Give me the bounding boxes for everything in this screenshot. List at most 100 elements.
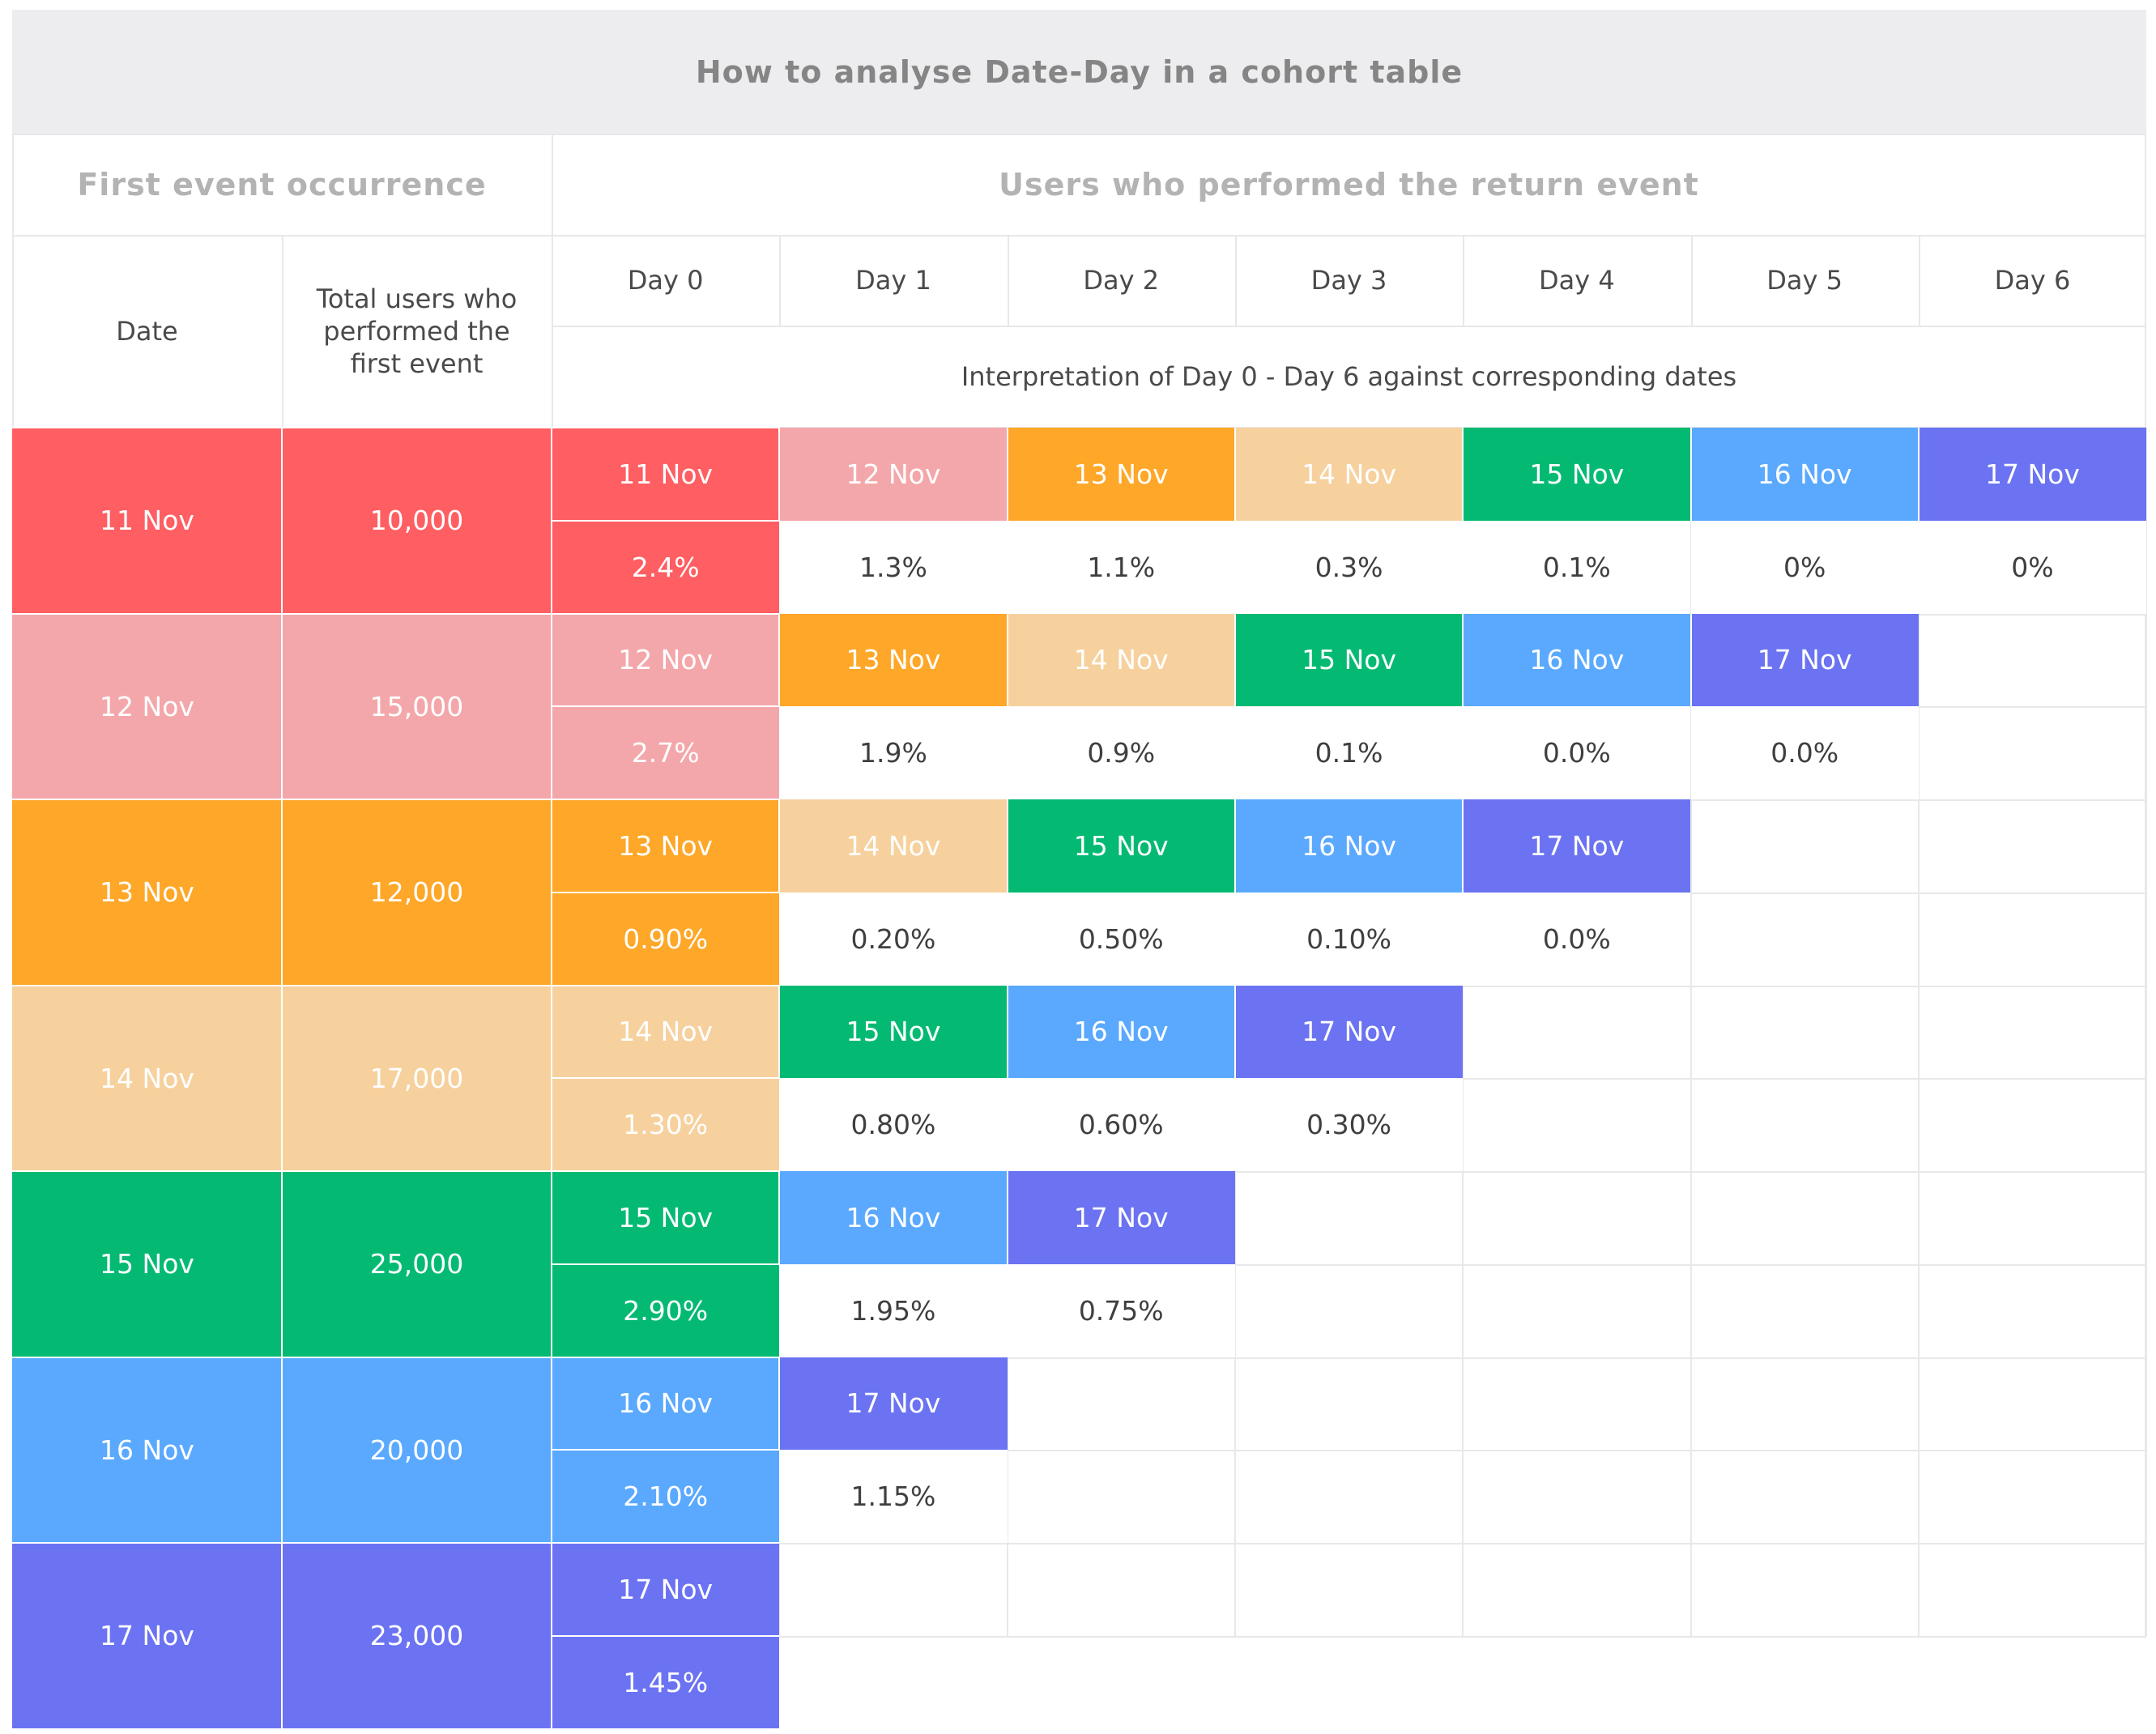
cohort-total-users-cell: 12,000 (282, 799, 552, 986)
grid-line (12, 612, 780, 615)
retention-percentage-cell: 0% (1918, 520, 2147, 614)
grid-line (12, 799, 780, 800)
grid-line (1918, 235, 1920, 326)
day-date-cell: 17 Nov (779, 1357, 1008, 1451)
cohort-date-cell: 12 Nov (12, 613, 282, 799)
day-date-cell: 16 Nov (1463, 613, 1691, 707)
retention-percentage-cell: 1.1% (1007, 520, 1235, 614)
day-date-cell: 13 Nov (779, 613, 1008, 707)
grid-line (1234, 799, 1236, 893)
grid-line (12, 1728, 780, 1730)
grid-line (1690, 235, 1693, 326)
retention-percentage-cell: 0.1% (1463, 520, 1691, 614)
column-header-total-users: Total users who performed the first even… (316, 283, 518, 379)
day-date-cell: 16 Nov (1007, 985, 1235, 1079)
column-header-day-1: Day 1 (855, 265, 931, 296)
column-header-day-0: Day 0 (627, 265, 704, 296)
day-date-cell: 15 Nov (1234, 613, 1464, 707)
cohort-total-users-cell: 23,000 (282, 1543, 552, 1729)
column-header-day-6: Day 6 (1994, 265, 2071, 296)
retention-percentage-cell: 0.20% (779, 892, 1008, 986)
cohort-total-users-cell: 17,000 (282, 985, 552, 1171)
retention-percentage-cell: 0.50% (1007, 892, 1235, 986)
retention-percentage-cell: 1.30% (552, 1078, 780, 1171)
group-header-return-event: Users who performed the return event (999, 166, 1699, 202)
retention-percentage-cell: 0.80% (779, 1078, 1008, 1171)
retention-percentage-cell: 1.45% (552, 1635, 780, 1729)
retention-percentage-cell: 0.10% (1234, 892, 1464, 986)
day-date-cell: 16 Nov (1234, 799, 1464, 893)
day-date-cell: 13 Nov (1007, 428, 1235, 521)
grid-line (1917, 428, 1920, 1636)
grid-line (1462, 428, 1464, 1636)
retention-percentage-cell: 1.15% (779, 1450, 1008, 1543)
day-date-cell: 17 Nov (1463, 799, 1691, 893)
day-date-cell: 11 Nov (552, 428, 780, 521)
cohort-total-users-cell: 25,000 (282, 1171, 552, 1357)
grid-line (282, 235, 283, 428)
day-date-cell: 16 Nov (1690, 428, 1919, 521)
grid-line (1234, 428, 1236, 521)
grid-line (552, 1449, 780, 1451)
group-header-first-event: First event occurrence (77, 166, 487, 202)
day-date-cell: 15 Nov (1463, 428, 1691, 521)
cohort-date-cell: 14 Nov (12, 985, 282, 1171)
grid-line (1007, 235, 1009, 326)
grid-line (552, 1077, 780, 1080)
day-date-cell: 14 Nov (779, 799, 1008, 893)
day-date-cell: 17 Nov (1007, 1171, 1235, 1264)
retention-percentage-cell: 0.30% (1234, 1078, 1464, 1171)
cohort-date-cell: 15 Nov (12, 1171, 282, 1357)
table-title: How to analyse Date-Day in a cohort tabl… (12, 10, 2146, 134)
grid-line (779, 1635, 2147, 1638)
column-header-day-5: Day 5 (1766, 265, 1843, 296)
retention-percentage-cell: 2.7% (552, 706, 780, 799)
day-date-cell: 12 Nov (552, 613, 780, 707)
day-date-cell: 12 Nov (779, 428, 1008, 521)
grid-line (1234, 985, 1236, 1079)
column-header-date: Date (116, 316, 178, 347)
interpretation-caption: Interpretation of Day 0 - Day 6 against … (961, 361, 1737, 392)
cohort-date-cell: 17 Nov (12, 1543, 282, 1729)
grid-line (1689, 428, 1692, 1636)
grid-line (552, 1634, 780, 1637)
retention-percentage-cell: 0.75% (1007, 1263, 1235, 1357)
retention-percentage-cell: 0.1% (1234, 706, 1464, 799)
grid-line (778, 428, 781, 521)
day-date-cell: 15 Nov (779, 985, 1008, 1079)
grid-line (12, 427, 780, 428)
grid-line (1462, 613, 1464, 707)
day-date-cell: 14 Nov (1007, 613, 1235, 707)
grid-line (12, 984, 780, 986)
grid-line (281, 428, 283, 1729)
grid-line (1917, 428, 1920, 521)
grid-line (552, 891, 780, 893)
grid-line (552, 326, 2146, 327)
cohort-date-cell: 16 Nov (12, 1357, 282, 1543)
retention-percentage-cell: 0.9% (1007, 706, 1235, 799)
retention-percentage-cell: 2.90% (552, 1263, 780, 1357)
cohort-total-users-cell: 15,000 (282, 613, 552, 799)
retention-percentage-cell: 1.95% (779, 1263, 1008, 1357)
column-header-day-4: Day 4 (1538, 265, 1615, 296)
grid-line (552, 1263, 780, 1265)
day-date-cell: 13 Nov (552, 799, 780, 893)
retention-percentage-cell: 2.10% (552, 1450, 780, 1543)
retention-percentage-cell: 0.60% (1007, 1078, 1235, 1171)
grid-line (12, 134, 14, 428)
grid-line (2145, 428, 2148, 1636)
day-date-cell: 17 Nov (1918, 428, 2147, 521)
retention-percentage-cell: 0.3% (1234, 520, 1464, 614)
day-date-cell: 16 Nov (552, 1357, 780, 1451)
retention-percentage-cell: 1.3% (779, 520, 1008, 614)
grid-line (552, 134, 553, 428)
grid-line (2145, 134, 2146, 428)
day-date-cell: 14 Nov (552, 985, 780, 1079)
retention-percentage-cell: 1.9% (779, 706, 1008, 799)
day-date-cell: 16 Nov (779, 1171, 1008, 1264)
cohort-date-cell: 13 Nov (12, 799, 282, 986)
grid-line (1689, 613, 1692, 707)
cohort-total-users-cell: 10,000 (282, 428, 552, 614)
grid-line (1006, 1171, 1008, 1264)
cohort-date-cell: 11 Nov (12, 428, 282, 614)
